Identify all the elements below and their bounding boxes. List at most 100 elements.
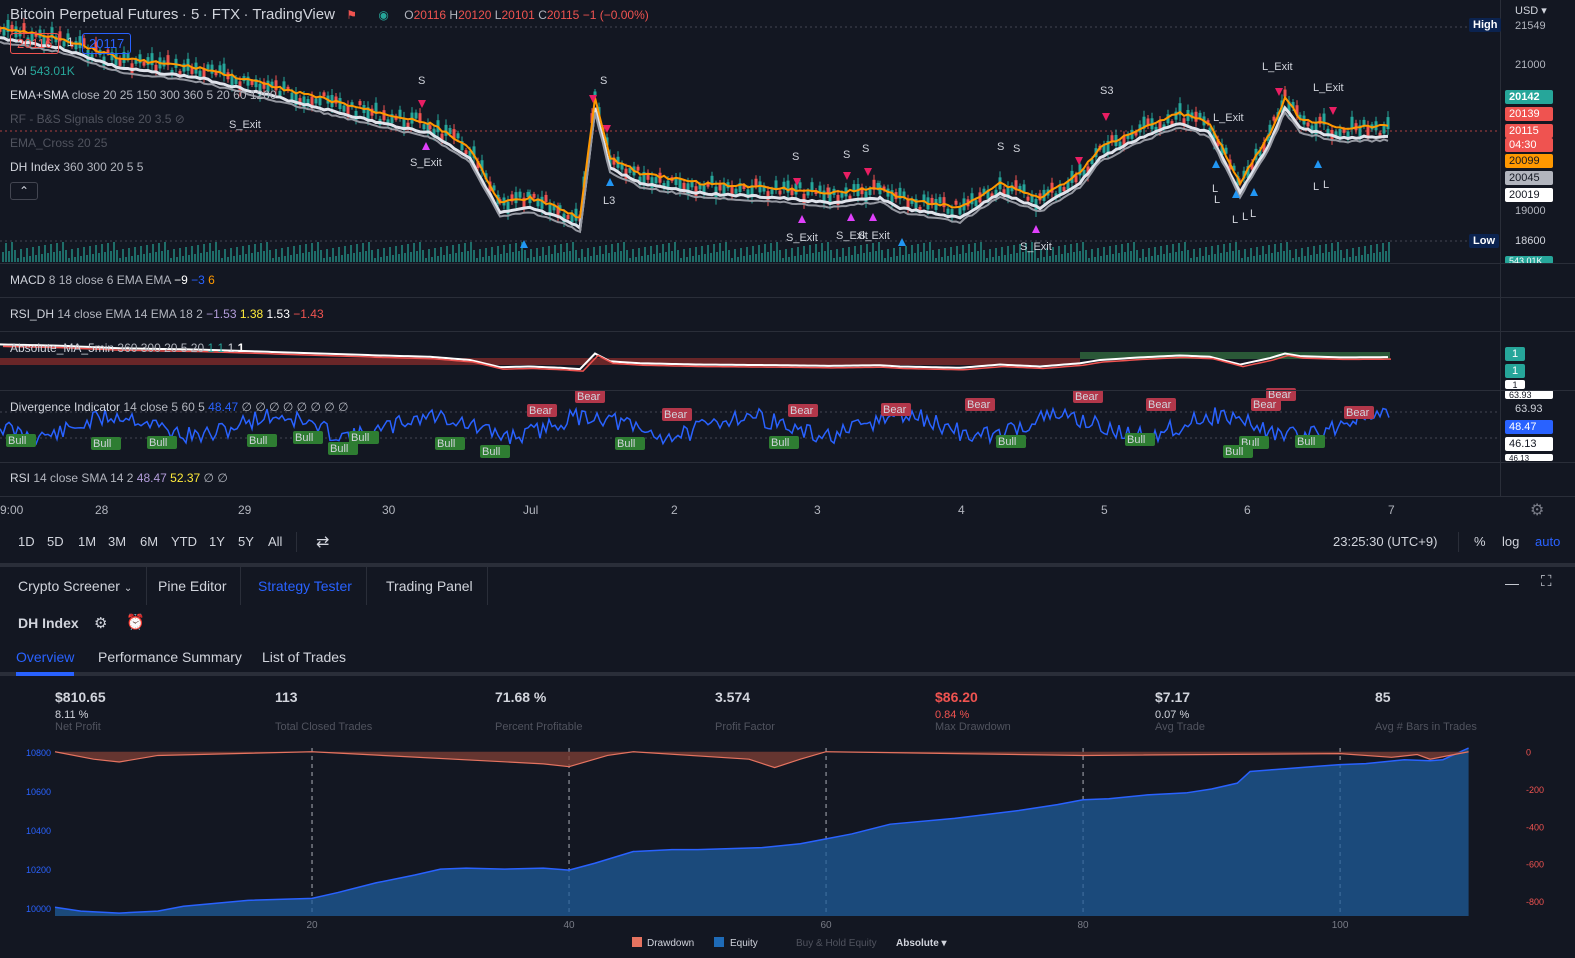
range-5d-button[interactable]: 5D [47, 534, 64, 549]
volume-bar [785, 249, 787, 262]
range-1y-button[interactable]: 1Y [209, 534, 225, 549]
volume-bar [725, 242, 727, 262]
range-ytd-button[interactable]: YTD [171, 534, 197, 549]
tab-strategy-tester[interactable]: Strategy Tester [244, 567, 367, 605]
symbol-name[interactable]: Bitcoin Perpetual Futures [10, 6, 179, 23]
buy-button[interactable]: 20117 [82, 33, 132, 54]
tab-pine-editor[interactable]: Pine Editor [144, 567, 242, 605]
absolute-mode-select[interactable]: Absolute ▾ [896, 938, 948, 949]
candle-body [782, 181, 786, 190]
indicator-ema-cross[interactable]: EMA_Cross 20 25 [10, 136, 108, 150]
indicator-dh-index[interactable]: DH Index 360 300 20 5 5 [10, 160, 144, 174]
pane-divider[interactable] [0, 297, 1575, 298]
volume-bar [578, 258, 580, 262]
time-axis[interactable]: 9:00 28 29 30 Jul 2 3 4 5 6 7 ⚙ [0, 496, 1575, 522]
volume-bar [149, 253, 151, 262]
strategy-name[interactable]: DH Index [18, 615, 79, 631]
exchange: FTX [211, 6, 241, 23]
volume-bar [1298, 257, 1300, 262]
tab-performance-summary[interactable]: Performance Summary [98, 649, 242, 665]
candle-body [612, 157, 616, 165]
candle-body [138, 54, 142, 64]
candle-body [218, 65, 222, 74]
auto-toggle[interactable]: auto [1535, 534, 1561, 549]
strategy-settings-icon[interactable]: ⚙ [94, 615, 108, 632]
candle-body [150, 53, 154, 66]
interval[interactable]: 5 [190, 6, 200, 23]
indicator-rf[interactable]: RF - B&S Signals close 20 3.5 ⊘ [10, 112, 185, 126]
bull-label: Bull [482, 446, 500, 458]
candle-body [1342, 128, 1346, 133]
collapse-legend-button[interactable]: ⌃ [10, 182, 38, 200]
volume-bar [527, 258, 529, 262]
volume-bar [233, 256, 235, 262]
volume-bar [1202, 256, 1204, 262]
volume-bar [416, 251, 418, 262]
volume-bar [1181, 251, 1183, 262]
candle-body [210, 64, 214, 74]
indicator-abs-ma[interactable]: Absolute_MA_5min 360 300 20 5 20 1 1 1 1 [10, 341, 245, 355]
currency-select[interactable]: USD ▾ [1515, 5, 1547, 17]
main-chart[interactable]: S S S S S S S S3 L3 L L L L L L L S_Exit S_Exit S_Exit S_Ex… [0, 0, 1500, 496]
range-1m-button[interactable]: 1M [78, 534, 97, 549]
candle-body [456, 133, 460, 139]
tab-trading-panel[interactable]: Trading Panel [372, 567, 488, 605]
pane-divider[interactable] [0, 390, 1575, 391]
range-3m-button[interactable]: 3M [108, 534, 127, 549]
pane-divider[interactable] [0, 263, 1575, 264]
volume-bar [275, 249, 277, 262]
clock[interactable]: 23:25:30 (UTC+9) [1333, 534, 1438, 549]
range-1d-button[interactable]: 1D [18, 534, 35, 549]
goto-date-icon[interactable]: ⇄ [316, 534, 330, 551]
volume-bar [701, 246, 703, 262]
volume-bar [1217, 245, 1219, 262]
volume-bar [746, 247, 748, 262]
tab-list-of-trades[interactable]: List of Trades [262, 649, 347, 665]
percent-toggle[interactable]: % [1474, 534, 1486, 549]
sell-arrow [418, 100, 426, 108]
candle-body [406, 122, 410, 130]
indicator-rsi[interactable]: RSI 14 close SMA 14 2 48.47 52.37 ∅ ∅ [10, 471, 228, 485]
tab-overview[interactable]: Overview [16, 649, 75, 665]
candle-body [570, 213, 574, 222]
long-signal: L [1212, 183, 1218, 195]
price-scale[interactable]: USD ▾ High 21549 21000 20142 20139 20115… [1469, 0, 1575, 496]
range-5y-button[interactable]: 5Y [238, 534, 254, 549]
volume-bar [986, 258, 988, 262]
log-toggle[interactable]: log [1502, 534, 1520, 549]
indicator-macd[interactable]: MACD 8 18 close 6 EMA EMA −9 −3 6 [10, 273, 215, 287]
candle-body [1030, 194, 1034, 203]
indicator-ema-sma[interactable]: EMA+SMA close 20 25 150 300 360 5 20 60 … [10, 88, 277, 102]
range-6m-button[interactable]: 6M [140, 534, 159, 549]
equity-chart[interactable]: 20 40 60 80 100 10800 10600 10400 10200 10000 0 -20… [0, 740, 1575, 958]
candle-body [1295, 105, 1299, 116]
indicator-vol[interactable]: Vol 543.01K [10, 64, 75, 78]
long-exit-label: L_Exit [1213, 112, 1244, 124]
bull-label: Bull [295, 432, 313, 444]
volume-bar [260, 243, 262, 262]
maximize-icon[interactable]: ⛶ [1541, 573, 1552, 590]
sell-button[interactable]: 20116 [10, 33, 60, 54]
equity-chart-canvas[interactable]: 20 40 60 80 100 10800 10600 10400 10200 10000 0 -20… [0, 740, 1575, 958]
candle-body [636, 166, 640, 171]
eye-hidden-icon[interactable]: ⊘ [174, 112, 185, 126]
alarm-clock-icon[interactable]: ⏰ [126, 614, 145, 631]
volume-bar [350, 245, 352, 262]
volume-bar [1088, 258, 1090, 262]
settings-gear-icon[interactable]: ⚙ [1530, 502, 1545, 519]
volume-bar [632, 249, 634, 262]
candle-body [358, 101, 362, 106]
symbol-header[interactable]: Bitcoin Perpetual Futures · 5 · FTX · Tr… [10, 6, 649, 23]
indicator-rsi-dh[interactable]: RSI_DH 14 close EMA 14 EMA 18 2 −1.53 1.… [10, 307, 324, 321]
range-all-button[interactable]: All [268, 534, 283, 549]
pane-divider[interactable] [0, 462, 1575, 463]
minimize-icon[interactable]: — [1505, 575, 1519, 591]
indicator-divergence[interactable]: Divergence Indicator 14 close 5 60 5 48.… [10, 400, 349, 414]
pane-divider[interactable] [0, 331, 1575, 332]
flag-icon[interactable]: ⚑ [346, 8, 358, 22]
volume-bar [1373, 253, 1375, 262]
tab-crypto-screener[interactable]: Crypto Screener ⌄ [4, 567, 148, 605]
candle-body [1386, 117, 1390, 130]
candle-body [836, 194, 840, 205]
